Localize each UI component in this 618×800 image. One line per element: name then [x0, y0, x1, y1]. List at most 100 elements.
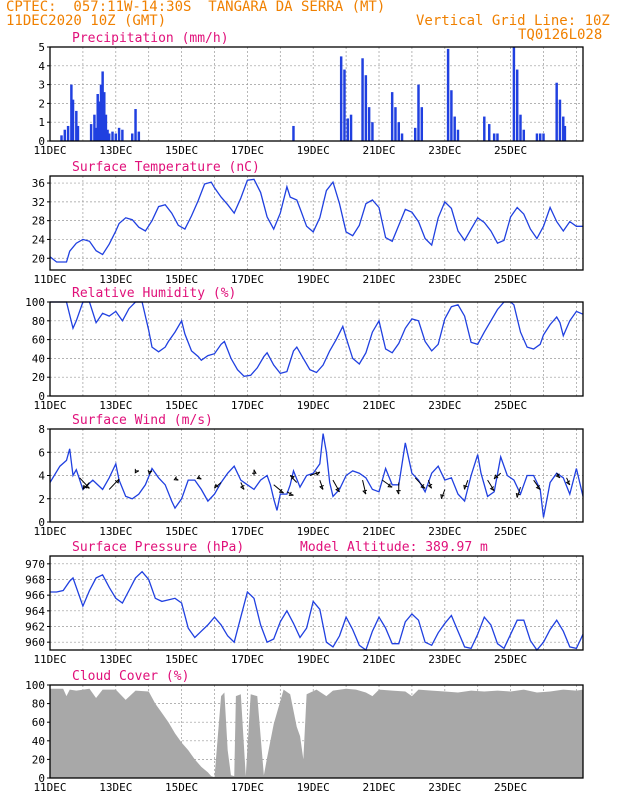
wind-arrow-head	[489, 486, 495, 492]
x-date-label: 21DEC	[362, 525, 395, 538]
x-date-label: 15DEC	[165, 781, 198, 794]
run-date: 11DEC2020 10Z (GMT)	[6, 13, 167, 29]
precip-bar	[76, 125, 80, 141]
precip-bar	[107, 133, 111, 141]
y-tick-label: 966	[25, 589, 45, 602]
precip-bar	[400, 133, 404, 141]
rh-series-line	[50, 301, 584, 377]
x-date-label: 23DEC	[428, 399, 461, 412]
wind-arrow-head	[420, 484, 426, 489]
y-tick-label: 80	[32, 698, 45, 711]
pres-frame	[49, 555, 584, 651]
x-date-label: 25DEC	[494, 144, 527, 157]
y-tick-label: 0	[38, 772, 45, 785]
wind-arrow	[516, 486, 521, 498]
precip-bar	[538, 133, 542, 141]
x-date-label: 23DEC	[428, 525, 461, 538]
wind-arrow	[319, 479, 324, 490]
y-tick-label: 24	[32, 233, 46, 246]
y-tick-label: 3	[38, 79, 45, 92]
x-date-label: 19DEC	[297, 525, 330, 538]
x-date-label: 17DEC	[231, 653, 264, 666]
y-tick-label: 960	[25, 636, 45, 649]
precip-bar	[371, 122, 374, 141]
precip-bar	[96, 94, 99, 141]
wind-arrow	[464, 479, 469, 490]
precip-bar	[450, 90, 453, 141]
x-date-label: 17DEC	[231, 273, 264, 286]
wind-series-line	[49, 433, 584, 518]
precip-bar	[63, 129, 67, 141]
x-date-label: 13DEC	[99, 144, 132, 157]
y-tick-label: 8	[38, 423, 45, 436]
station-header: CPTEC: 057:11W-14:30S TANGARA DA SERRA (…	[6, 0, 386, 15]
precip-bar	[394, 107, 397, 141]
precip-bar	[60, 135, 63, 141]
wind-arrow	[309, 471, 320, 476]
wind-arrow	[332, 479, 340, 493]
precip-bar	[361, 58, 364, 141]
x-date-label: 19DEC	[297, 144, 330, 157]
precip-bar	[66, 125, 70, 141]
cloud-title: Cloud Cover (%)	[72, 669, 189, 684]
x-date-label: 11DEC	[33, 653, 66, 666]
x-date-label: 25DEC	[494, 399, 527, 412]
x-date-label: 21DEC	[362, 653, 395, 666]
wind-title: Surface Wind (m/s)	[72, 413, 213, 428]
x-date-label: 11DEC	[33, 399, 66, 412]
temp-title: Surface Temperature (nC)	[72, 160, 260, 175]
x-date-label: 21DEC	[362, 273, 395, 286]
x-date-label: 25DEC	[494, 781, 527, 794]
precip-bar	[483, 116, 486, 141]
wind-arrow	[82, 482, 90, 490]
precip-bar	[106, 129, 109, 141]
precip-bar	[131, 133, 134, 141]
precip-bar	[558, 99, 562, 141]
cloud-area	[50, 688, 583, 778]
precip-bar	[292, 125, 295, 141]
wind-arrow-head	[173, 476, 179, 481]
grid-line-note: Vertical Grid Line: 10Z	[416, 13, 610, 29]
wind-arrow-head	[335, 487, 340, 493]
precip-bar	[70, 84, 73, 141]
y-tick-label: 0	[38, 390, 45, 403]
precip-bar	[397, 122, 400, 141]
pres-series-line	[50, 570, 584, 652]
pres-subtitle: Model Altitude: 389.97 m	[300, 540, 488, 555]
y-tick-label: 60	[32, 334, 45, 347]
x-date-label: 19DEC	[297, 653, 330, 666]
y-tick-label: 970	[25, 558, 45, 571]
precip-bar	[71, 99, 75, 141]
wind-arrow-head	[395, 490, 401, 495]
precip-bar	[364, 75, 368, 141]
x-date-label: 17DEC	[231, 781, 264, 794]
wind-arrow-head	[315, 471, 321, 476]
y-tick-label: 2	[38, 493, 45, 506]
precip-bar	[555, 82, 558, 141]
wind-arrow-head	[535, 485, 541, 490]
precip-bar	[117, 127, 121, 141]
rh-title: Relative Humidity (%)	[72, 286, 236, 301]
precip-bar	[446, 48, 450, 141]
precip-bar	[420, 107, 424, 141]
precip-bar	[535, 133, 539, 141]
precip-bar	[515, 69, 519, 141]
precip-bar	[103, 92, 106, 141]
precip-bar	[522, 129, 526, 141]
wind-arrow	[427, 479, 433, 489]
precip-bar	[417, 84, 420, 141]
precip-bar	[413, 127, 417, 141]
x-date-label: 25DEC	[494, 653, 527, 666]
precip-title: Precipitation (mm/h)	[72, 31, 229, 46]
wind-arrow-head	[147, 470, 153, 475]
cloud-frame	[49, 684, 584, 779]
x-date-label: 25DEC	[494, 525, 527, 538]
x-date-label: 21DEC	[362, 399, 395, 412]
wind-arrow	[214, 482, 222, 489]
x-date-label: 23DEC	[428, 144, 461, 157]
y-tick-label: 0	[38, 516, 45, 529]
x-date-label: 25DEC	[494, 273, 527, 286]
precip-bar	[101, 71, 104, 141]
y-tick-label: 6	[38, 446, 45, 459]
